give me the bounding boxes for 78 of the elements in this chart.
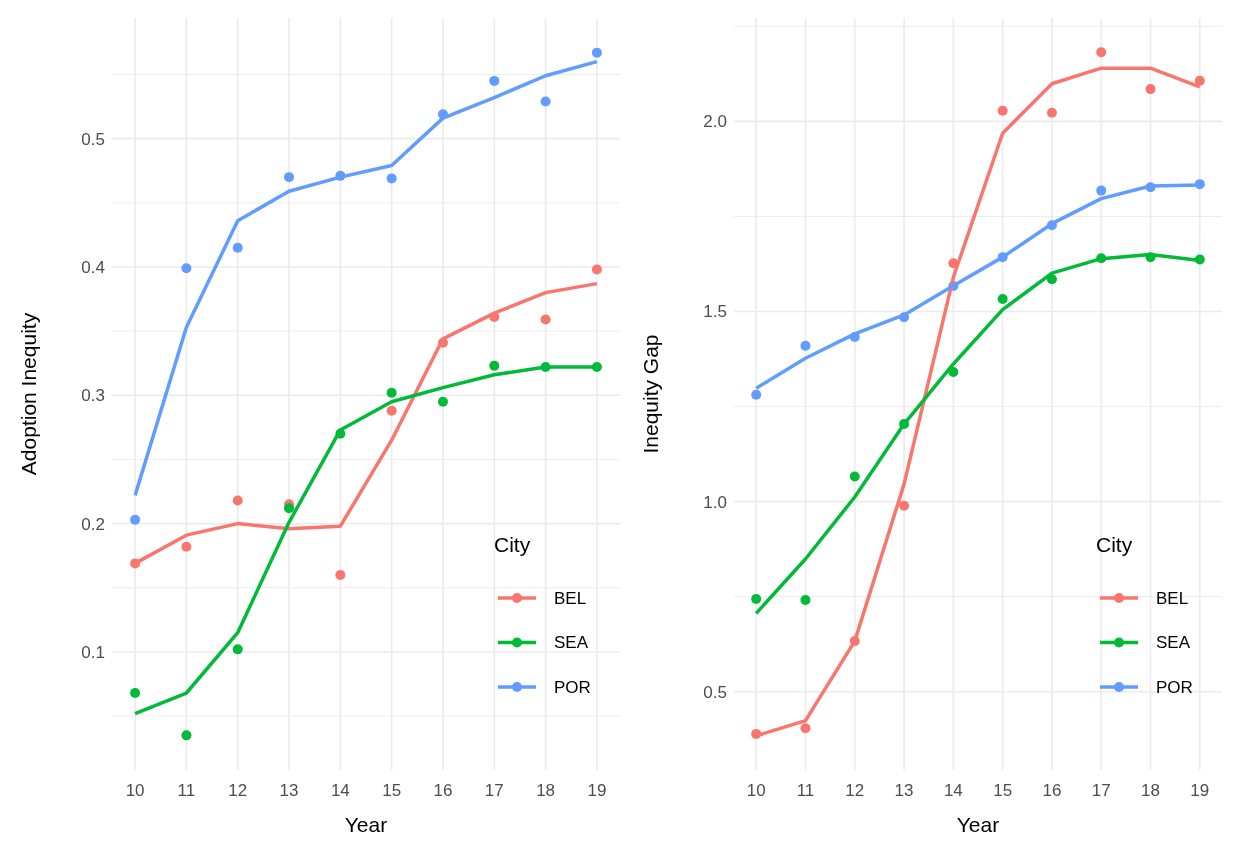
x-tick-label: 14 — [330, 781, 350, 800]
point — [130, 514, 141, 525]
legend-label: BEL — [1156, 588, 1189, 608]
x-tick-label: 10 — [746, 781, 766, 800]
point — [386, 405, 397, 416]
point — [284, 503, 295, 514]
y-tick-label: 2.0 — [703, 112, 727, 132]
point — [181, 730, 192, 741]
legend-label: SEA — [1156, 633, 1191, 653]
point — [232, 242, 243, 253]
y-tick-label: 1.0 — [703, 492, 727, 512]
y-tick-label: 0.5 — [81, 129, 105, 149]
point — [130, 688, 141, 698]
point — [800, 723, 811, 734]
point — [489, 360, 500, 371]
point — [540, 96, 551, 107]
x-tick-label: 12 — [845, 781, 865, 800]
point — [849, 471, 860, 482]
point — [997, 105, 1008, 116]
point — [232, 644, 243, 655]
y-tick-label: 0.2 — [81, 514, 105, 534]
y-axis-title: Inequity Gap — [639, 334, 662, 454]
x-tick-label: 18 — [1141, 781, 1160, 800]
point — [1194, 75, 1205, 86]
point — [489, 75, 500, 86]
y-tick-label: 0.5 — [703, 682, 727, 702]
point — [751, 593, 762, 604]
y-tick-label: 0.4 — [81, 257, 105, 277]
legend-label: SEA — [554, 633, 589, 653]
point — [800, 595, 811, 606]
x-tick-label: 13 — [894, 781, 914, 800]
x-tick-label: 16 — [1042, 781, 1062, 800]
point — [948, 366, 959, 377]
point — [800, 340, 811, 351]
point — [540, 314, 551, 325]
y-tick-label: 0.3 — [81, 386, 105, 406]
x-tick-label: 19 — [587, 781, 607, 800]
x-tick-label: 12 — [228, 781, 248, 800]
x-tick-label: 17 — [484, 781, 504, 800]
point — [386, 387, 397, 398]
point — [437, 396, 448, 407]
x-tick-label: 11 — [796, 781, 815, 800]
x-tick-label: 10 — [125, 781, 145, 800]
point — [1096, 47, 1107, 58]
x-tick-label: 19 — [1190, 781, 1210, 800]
point — [997, 293, 1008, 304]
legend-label: POR — [554, 677, 591, 697]
line-series — [133, 59, 599, 498]
legend-title: City — [494, 533, 531, 556]
point — [1096, 185, 1107, 196]
y-tick-label: 1.5 — [703, 302, 727, 322]
x-tick-label: 18 — [536, 781, 556, 800]
x-tick-label: 15 — [993, 781, 1013, 800]
x-tick-label: 17 — [1091, 781, 1111, 800]
legend-title: City — [1096, 533, 1133, 556]
point — [751, 389, 762, 400]
legend-label: BEL — [554, 588, 587, 608]
x-tick-label: 11 — [177, 781, 196, 800]
point — [386, 173, 397, 184]
point — [232, 495, 243, 506]
x-tick-label: 14 — [943, 781, 963, 800]
point — [899, 500, 910, 511]
point — [181, 263, 192, 274]
x-axis-title: Year — [344, 813, 388, 836]
x-axis-title: Year — [956, 813, 1000, 836]
y-axis-title: Adoption Inequity — [17, 312, 40, 476]
legend-label: POR — [1156, 677, 1193, 697]
point — [1046, 107, 1057, 118]
x-tick-label: 15 — [382, 781, 402, 800]
point — [591, 264, 602, 275]
point — [1145, 84, 1156, 95]
point — [591, 47, 602, 58]
point — [181, 541, 192, 552]
y-tick-label: 0.1 — [81, 642, 105, 662]
point — [335, 569, 346, 580]
x-tick-label: 16 — [433, 781, 453, 800]
x-tick-label: 13 — [279, 781, 299, 800]
point — [284, 172, 295, 183]
